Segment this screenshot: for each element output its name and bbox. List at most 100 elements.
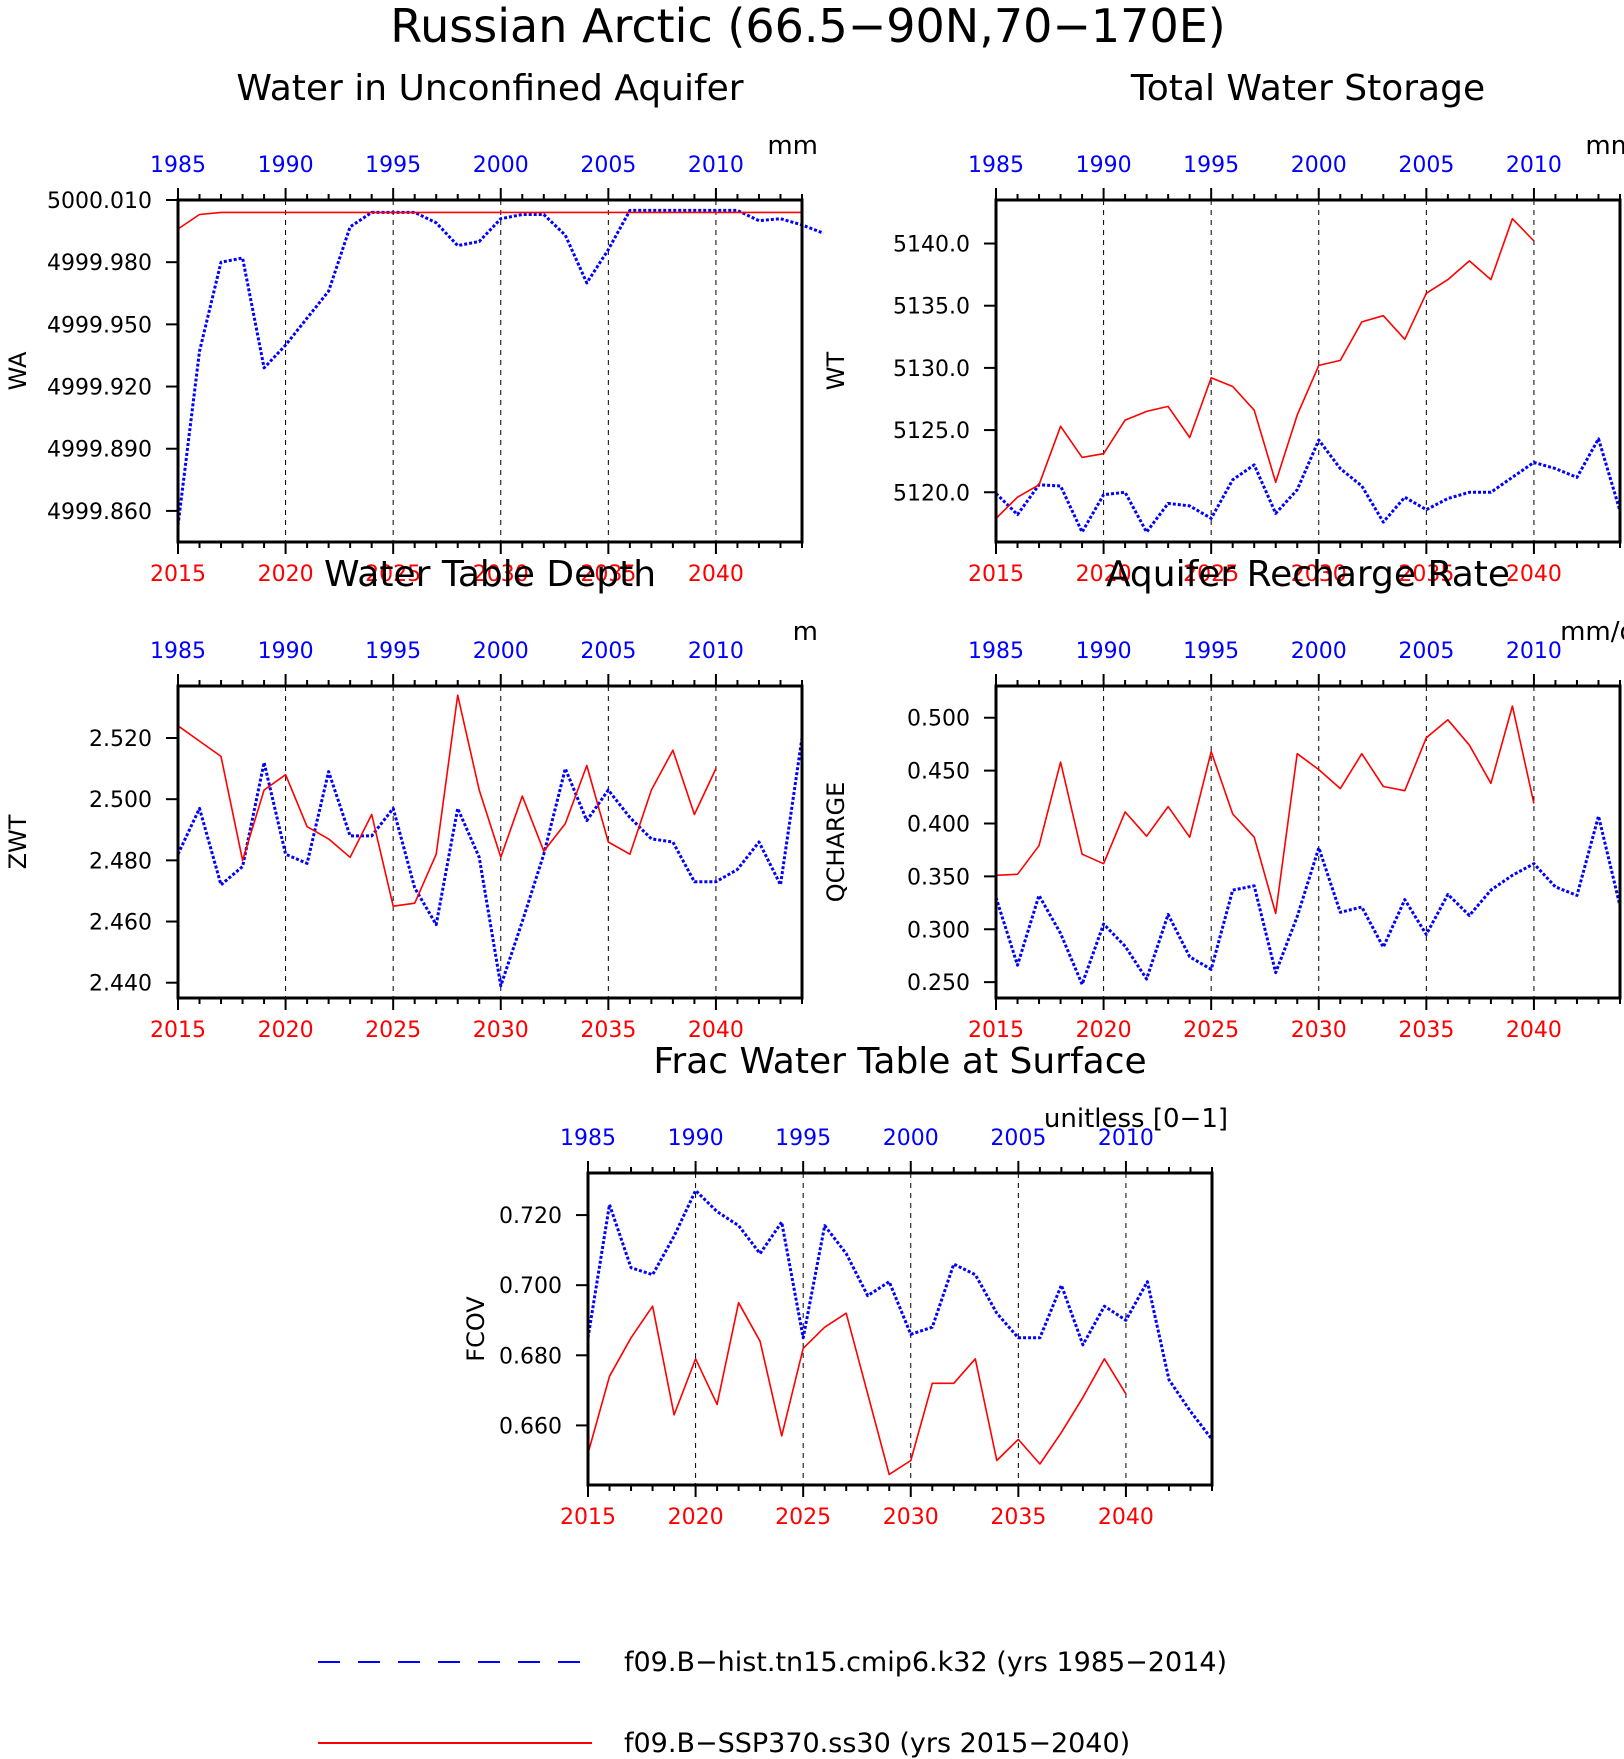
x-tick-label-top: 2000 (1291, 153, 1347, 178)
y-tick-label: 0.400 (907, 812, 970, 837)
x-tick-label-bottom: 2015 (968, 1018, 1024, 1043)
x-tick-label-bottom: 2030 (1291, 562, 1347, 587)
y-axis-label: QCHARGE (822, 782, 850, 903)
units-label: m (793, 617, 818, 647)
y-tick-label: 0.500 (907, 707, 970, 732)
x-tick-label-bottom: 2015 (560, 1505, 616, 1530)
series-line-ssp (995, 217, 1535, 519)
x-tick-label-top: 1990 (1076, 639, 1132, 664)
x-tick-label-top: 2010 (688, 153, 744, 178)
y-axis-label: FCOV (462, 1296, 490, 1362)
y-axis-label: WT (822, 351, 850, 390)
x-tick-label-bottom: 2030 (473, 1018, 529, 1043)
units-label: mm/d (1560, 617, 1624, 647)
y-tick-label: 4999.950 (47, 313, 152, 338)
x-tick-label-top: 1985 (150, 639, 206, 664)
y-tick-label: 5130.0 (893, 357, 970, 382)
y-tick-label: 5120.0 (893, 481, 970, 506)
panel-4: 2015 2020 2025 2030 2035 2040 1985 1990 1995 2000… (822, 554, 1624, 1043)
x-tick-label-top: 1990 (1076, 153, 1132, 178)
series-line-ssp (177, 211, 802, 230)
y-tick-label: 4999.890 (47, 438, 152, 463)
panel-title: Aquifer Recharge Rate (1106, 554, 1510, 595)
x-tick-label-bottom: 2035 (580, 562, 636, 587)
x-tick-label-bottom: 2040 (1098, 1505, 1154, 1530)
x-tick-label-bottom: 2015 (150, 1018, 206, 1043)
series-line-ssp (177, 694, 717, 908)
legend-hist-label: f09.B−hist.tn15.cmip6.k32 (yrs 1985−2014… (624, 1647, 1227, 1678)
x-tick-label-bottom: 2015 (150, 562, 206, 587)
x-tick-label-bottom: 2040 (1506, 562, 1562, 587)
x-tick-label-bottom: 2040 (1506, 1018, 1562, 1043)
x-tick-label-top: 1995 (775, 1126, 831, 1151)
x-tick-label-top: 1995 (1183, 639, 1239, 664)
y-tick-label: 2.520 (89, 727, 152, 752)
x-tick-label-bottom: 2035 (1398, 562, 1454, 587)
y-tick-label: 0.350 (907, 865, 970, 890)
x-tick-label-bottom: 2020 (1076, 562, 1132, 587)
x-tick-label-bottom: 2035 (580, 1018, 636, 1043)
x-tick-label-top: 1985 (560, 1126, 616, 1151)
x-tick-label-top: 2000 (883, 1126, 939, 1151)
y-axis-label: ZWT (4, 814, 32, 869)
y-tick-label: 2.440 (89, 972, 152, 997)
x-tick-label-top: 2005 (990, 1126, 1046, 1151)
panel-title: Total Water Storage (1130, 68, 1485, 109)
panel-title: Frac Water Table at Surface (653, 1041, 1146, 1082)
x-tick-label-top: 2000 (473, 153, 529, 178)
x-tick-label-bottom: 2025 (1183, 562, 1239, 587)
units-label: mm (767, 131, 818, 161)
units-label: mm (1585, 131, 1624, 161)
x-tick-label-top: 2010 (1098, 1126, 1154, 1151)
series-line-ssp (587, 1301, 1127, 1476)
panel-3: 2015 2020 2025 2030 2035 2040 1985 1990 1995 2000… (4, 554, 818, 1043)
series-line-hist (994, 437, 1622, 534)
series-line-ssp (995, 705, 1535, 915)
x-tick-label-top: 1990 (258, 153, 314, 178)
y-tick-label: 0.250 (907, 971, 970, 996)
series-line-hist (176, 208, 825, 526)
legend: f09.B−hist.tn15.cmip6.k32 (yrs 1985−2014… (318, 1647, 1227, 1759)
x-tick-label-bottom: 2040 (688, 1018, 744, 1043)
y-tick-label: 4999.860 (47, 500, 152, 525)
y-tick-label: 4999.920 (47, 376, 152, 401)
y-tick-label: 5140.0 (893, 233, 970, 258)
plot-frame (994, 684, 1622, 1000)
x-tick-label-bottom: 2020 (1076, 1018, 1132, 1043)
x-tick-label-bottom: 2030 (1291, 1018, 1347, 1043)
x-tick-label-top: 1995 (365, 153, 421, 178)
panel-title: Water in Unconfined Aquifer (236, 68, 743, 109)
x-tick-label-bottom: 2035 (990, 1505, 1046, 1530)
y-tick-label: 5000.010 (47, 189, 152, 214)
x-tick-label-bottom: 2020 (258, 1018, 314, 1043)
series-line-hist (586, 1189, 1214, 1441)
series-line-hist (176, 737, 804, 988)
y-tick-label: 0.660 (499, 1414, 562, 1439)
x-tick-label-top: 2000 (1291, 639, 1347, 664)
x-tick-label-top: 1985 (968, 153, 1024, 178)
x-tick-label-bottom: 2040 (688, 562, 744, 587)
panel-title: Water Table Depth (324, 554, 656, 595)
x-tick-label-top: 2000 (473, 639, 529, 664)
x-tick-label-bottom: 2030 (473, 562, 529, 587)
panel-2: 2015 2020 2025 2030 2035 2040 1985 1990 1995 2000… (822, 68, 1624, 587)
panels-group: 2015 2020 2025 2030 2035 2040 1985 1990 1995 2000… (4, 68, 1624, 1530)
y-tick-label: 0.700 (499, 1274, 562, 1299)
x-tick-label-bottom: 2020 (258, 562, 314, 587)
y-tick-label: 0.720 (499, 1204, 562, 1229)
series-line-hist (994, 814, 1622, 986)
plot-frame (176, 684, 804, 1000)
x-tick-label-bottom: 2025 (1183, 1018, 1239, 1043)
y-tick-label: 0.300 (907, 918, 970, 943)
y-tick-label: 0.680 (499, 1344, 562, 1369)
x-tick-label-top: 1990 (668, 1126, 724, 1151)
x-tick-label-bottom: 2025 (775, 1505, 831, 1530)
units-label: unitless [0−1] (1044, 1104, 1228, 1134)
x-tick-label-bottom: 2025 (365, 562, 421, 587)
x-tick-label-top: 2005 (580, 153, 636, 178)
plot-frame (994, 198, 1622, 544)
x-tick-label-top: 1995 (1183, 153, 1239, 178)
y-tick-label: 0.450 (907, 760, 970, 785)
